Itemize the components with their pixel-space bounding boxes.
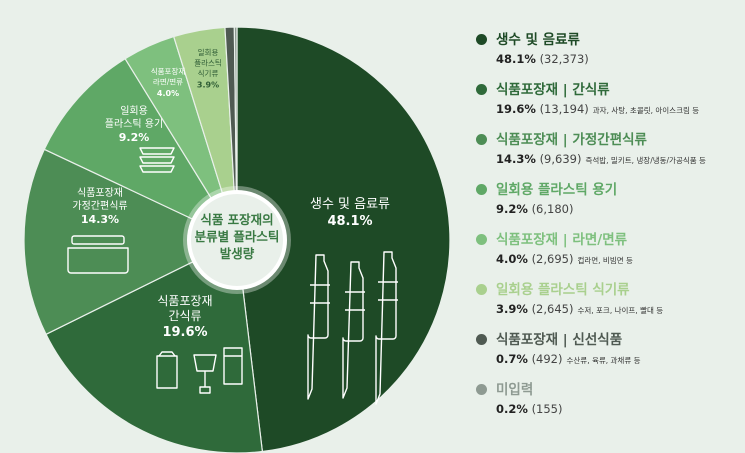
slice-percent: 9.2% (119, 131, 150, 144)
legend: 생수 및 음료류 48.1% (32,373) 식품포장재 | 간식류 19.6… (476, 28, 738, 428)
legend-swatch (476, 84, 487, 95)
legend-item: 일회용 플라스틱 용기 9.2% (6,180) (476, 178, 738, 228)
slice-label: 플라스틱 용기 (105, 118, 163, 130)
slice-label: 식기류 (198, 69, 219, 78)
legend-swatch (476, 334, 487, 345)
slice-label: 생수 및 음료류 (310, 197, 390, 212)
legend-label: 일회용 플라스틱 용기 (496, 182, 618, 198)
slice-percent: 48.1% (327, 214, 372, 229)
legend-value: 0.7% (492) 수산류, 육류, 과채류 등 (496, 352, 641, 366)
legend-item: 식품포장재 | 신선식품 0.7% (492) 수산류, 육류, 과채류 등 (476, 328, 738, 378)
legend-swatch (476, 284, 487, 295)
slice-percent: 4.0% (157, 89, 179, 98)
pie-slice (23, 148, 239, 336)
bottle-icon (342, 261, 365, 399)
legend-item: 식품포장재 | 라면/면류 4.0% (2,695) 컵라면, 비빔면 등 (476, 228, 738, 278)
legend-item: 식품포장재 | 간식류 19.6% (13,194) 과자, 사탕, 초콜릿, 아… (476, 78, 738, 128)
legend-label: 미입력 (496, 382, 534, 398)
legend-value: 19.6% (13,194) 과자, 사탕, 초콜릿, 아이스크림 등 (496, 102, 700, 116)
legend-item: 미입력 0.2% (155) (476, 378, 738, 428)
slice-percent: 14.3% (81, 213, 119, 226)
center-label: 식품 포장재의 (200, 212, 273, 227)
container-icon (67, 235, 129, 274)
legend-item: 일회용 플라스틱 식기류 3.9% (2,645) 수저, 포크, 나이프, 빨대… (476, 278, 738, 328)
legend-value: 9.2% (6,180) (496, 202, 574, 216)
slice-label: 라면/면류 (153, 77, 183, 87)
legend-swatch (476, 34, 487, 45)
slice-label: 일회용 (120, 105, 148, 117)
slice-label: 일회용 (198, 48, 219, 57)
slice-label: 식품포장재 (77, 187, 123, 199)
bottle-icon (375, 251, 398, 405)
center-label: 분류별 플라스틱 (195, 229, 280, 244)
slice-label: 가정간편식류 (72, 200, 127, 212)
legend-label: 생수 및 음료류 (496, 32, 580, 48)
legend-item: 생수 및 음료류 48.1% (32,373) (476, 28, 738, 78)
legend-swatch (476, 234, 487, 245)
legend-swatch (476, 184, 487, 195)
center-label: 발생량 (220, 246, 255, 261)
cup-icon (223, 347, 243, 385)
slice-label: 플라스틱 (194, 58, 222, 68)
legend-value: 0.2% (155) (496, 402, 563, 416)
legend-label: 식품포장재 | 신선식품 (496, 332, 623, 348)
pie-slice (233, 26, 238, 241)
legend-label: 일회용 플라스틱 식기류 (496, 282, 630, 298)
legend-swatch (476, 384, 487, 395)
legend-value: 4.0% (2,695) 컵라면, 비빔면 등 (496, 252, 633, 266)
slice-label: 식품포장재 (151, 66, 186, 76)
legend-label: 식품포장재 | 가정간편식류 (496, 132, 647, 148)
slice-percent: 3.9% (197, 81, 219, 90)
legend-item: 식품포장재 | 가정간편식류 14.3% (9,639) 즉석밥, 밀키트, 냉장… (476, 128, 738, 178)
bottle-icon (307, 254, 330, 400)
legend-value: 3.9% (2,645) 수저, 포크, 나이프, 빨대 등 (496, 302, 664, 316)
bowl-icon (139, 147, 175, 173)
legend-swatch (476, 134, 487, 145)
legend-label: 식품포장재 | 간식류 (496, 82, 610, 98)
slice-percent: 19.6% (162, 325, 207, 340)
pie-slice (236, 26, 451, 453)
ice-cream-icon (193, 354, 217, 394)
legend-value: 48.1% (32,373) (496, 52, 589, 66)
center-hole (187, 190, 287, 290)
slice-label: 식품포장재 (157, 294, 212, 308)
snack-package-icon (156, 351, 178, 389)
legend-label: 식품포장재 | 라면/면류 (496, 232, 628, 248)
legend-value: 14.3% (9,639) 즉석밥, 밀키트, 냉장/냉동/가공식품 등 (496, 152, 706, 166)
slice-label: 간식류 (168, 309, 201, 323)
